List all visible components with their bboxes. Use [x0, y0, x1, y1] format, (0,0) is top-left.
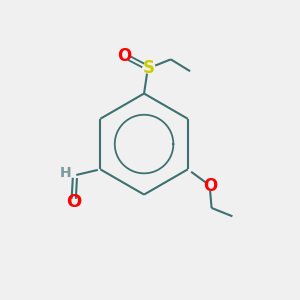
Text: O: O — [203, 177, 217, 195]
Text: H: H — [60, 166, 71, 180]
Text: O: O — [66, 193, 81, 211]
Text: S: S — [142, 59, 154, 77]
Text: O: O — [118, 47, 132, 65]
